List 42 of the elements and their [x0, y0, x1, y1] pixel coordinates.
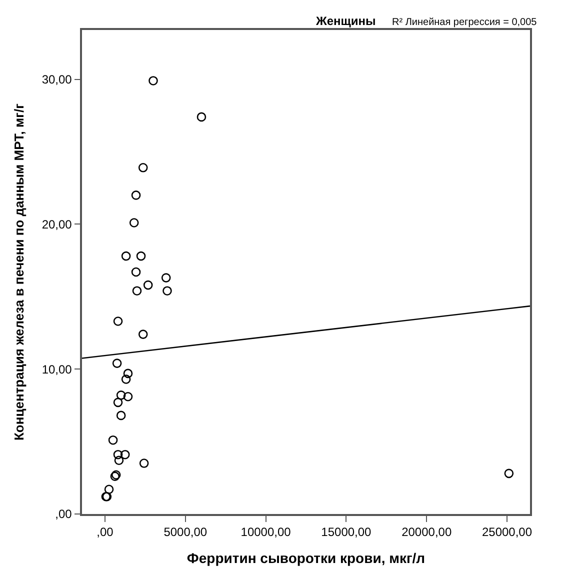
point [113, 398, 123, 408]
point [123, 368, 133, 378]
point [104, 484, 114, 494]
point [112, 358, 122, 368]
point [161, 273, 171, 282]
point [162, 286, 172, 296]
point [131, 190, 141, 200]
point [114, 456, 124, 466]
y-axis-title: Концентрация железа в печени по данным МРТ, мг/г [11, 102, 26, 441]
point [138, 330, 148, 339]
x-axis-title: Ферритин сыворотки крови, мкг/л [186, 550, 426, 566]
point [138, 163, 148, 172]
point [108, 435, 118, 445]
point [504, 468, 514, 478]
point [113, 316, 123, 326]
y-tick-label: 30,00 [42, 72, 72, 86]
point [123, 392, 133, 402]
point [136, 251, 146, 261]
point [143, 280, 153, 290]
x-tick-label: 20000,00 [402, 525, 452, 540]
x-tick-label: 25000,00 [482, 525, 532, 540]
point [116, 410, 126, 420]
point [139, 458, 149, 468]
point [120, 450, 130, 460]
x-tick-label: ,00 [96, 525, 114, 540]
x-tick-label: 5000,00 [164, 525, 208, 540]
y-tick-label: ,00 [55, 507, 72, 522]
point [121, 374, 131, 384]
y-tick-label: 10,00 [42, 362, 72, 376]
point [131, 267, 141, 277]
x-tick-label: 15000,00 [321, 525, 372, 540]
point [196, 112, 206, 122]
point [116, 390, 126, 400]
point [132, 286, 142, 296]
point [121, 251, 131, 261]
x-tick-label: 10000,00 [240, 525, 292, 540]
y-tick-label: 20,00 [42, 217, 72, 232]
chart-title: Женщины [315, 14, 376, 28]
text: R² Линейная регрессия = 0,005 [392, 17, 538, 28]
point [129, 218, 139, 228]
point [113, 450, 123, 460]
point [148, 76, 158, 86]
